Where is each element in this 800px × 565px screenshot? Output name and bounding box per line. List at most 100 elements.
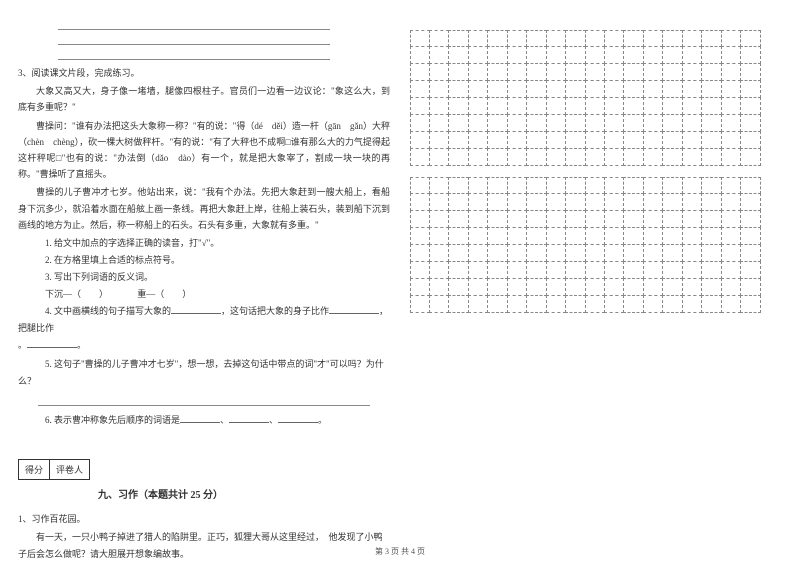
- grid-cell: [507, 193, 527, 211]
- grid-cell: [546, 97, 566, 115]
- grid-cell: [662, 30, 682, 48]
- grid-cell: [448, 193, 468, 211]
- grid-cell: [546, 278, 566, 296]
- grid-cell: [448, 177, 468, 195]
- grid-cell: [448, 261, 468, 279]
- grid-cell: [701, 80, 721, 98]
- grid-cell: [604, 30, 624, 48]
- grid-cell: [662, 193, 682, 211]
- grid-cell: [604, 261, 624, 279]
- grid-cell: [448, 80, 468, 98]
- blank-line: [58, 50, 330, 60]
- grid-cell: [546, 193, 566, 211]
- grid-cell: [662, 97, 682, 115]
- grid-cell: [662, 46, 682, 64]
- grid-cell: [448, 278, 468, 296]
- grid-cell: [701, 295, 721, 313]
- grid-cell: [565, 131, 585, 149]
- grid-cell: [662, 227, 682, 245]
- grid-cell: [468, 227, 488, 245]
- grid-cell: [565, 210, 585, 228]
- grid-cell: [565, 30, 585, 48]
- sub6-c: 、: [269, 415, 278, 425]
- blank-field: [27, 338, 77, 348]
- sub-q5: 5. 这句子"曹操的儿子曹冲才七岁"，想一想，去掉这句话中带点的词"才"可以吗？…: [18, 356, 390, 390]
- grid-cell: [468, 30, 488, 48]
- grid-cell: [643, 278, 663, 296]
- sub4-d: 。: [18, 340, 27, 350]
- grid-cell: [429, 97, 449, 115]
- grid-cell: [662, 80, 682, 98]
- antonym-b: 重—（ ）: [137, 289, 191, 299]
- grid-cell: [604, 210, 624, 228]
- grid-cell: [448, 210, 468, 228]
- grid-cell: [701, 114, 721, 132]
- grid-cell: [526, 177, 546, 195]
- grid-cell: [410, 30, 430, 48]
- grid-cell: [507, 30, 527, 48]
- grid-cell: [662, 148, 682, 166]
- grid-cell: [604, 177, 624, 195]
- grid-cell: [585, 193, 605, 211]
- grid-cell: [682, 278, 702, 296]
- grid-cell: [546, 114, 566, 132]
- grid-cell: [546, 210, 566, 228]
- sub4-b: ，这句话把大象的身子比作: [221, 306, 329, 316]
- grid-cell: [623, 46, 643, 64]
- sub-q2: 2. 在方格里填上合适的标点符号。: [18, 252, 390, 269]
- grid-cell: [701, 30, 721, 48]
- grid-cell: [682, 227, 702, 245]
- grid-cell: [410, 210, 430, 228]
- grid-cell: [662, 244, 682, 262]
- grid-cell: [526, 295, 546, 313]
- grid-cell: [740, 46, 760, 64]
- grid-cell: [701, 278, 721, 296]
- grid-cell: [701, 227, 721, 245]
- grid-cell: [585, 261, 605, 279]
- grid-cell: [546, 244, 566, 262]
- grid-cell: [487, 210, 507, 228]
- grid-cell: [546, 46, 566, 64]
- grid-cell: [604, 148, 624, 166]
- grid-cell: [546, 80, 566, 98]
- grid-cell: [662, 177, 682, 195]
- grid-cell: [448, 97, 468, 115]
- grid-cell: [682, 114, 702, 132]
- grid-cell: [585, 97, 605, 115]
- grid-cell: [682, 177, 702, 195]
- grid-cell: [565, 278, 585, 296]
- grid-cell: [429, 80, 449, 98]
- grid-cell: [682, 131, 702, 149]
- grid-cell: [701, 177, 721, 195]
- grid-cell: [682, 261, 702, 279]
- grid-cell: [526, 80, 546, 98]
- grid-cell: [526, 97, 546, 115]
- grid-cell: [546, 177, 566, 195]
- grid-cell: [487, 295, 507, 313]
- grid-cell: [429, 193, 449, 211]
- grid-cell: [507, 244, 527, 262]
- grid-cell: [448, 114, 468, 132]
- blank-field: [180, 413, 220, 423]
- grid-cell: [429, 210, 449, 228]
- grid-cell: [643, 261, 663, 279]
- grid-cell: [604, 244, 624, 262]
- grid-cell: [429, 148, 449, 166]
- blank-field: [278, 413, 318, 423]
- passage-p1: 大象又高又大，身子像一堵墙，腿像四根柱子。官员们一边看一边议论："象这么大，到底…: [18, 83, 390, 115]
- grid-cell: [604, 131, 624, 149]
- grid-cell: [623, 278, 643, 296]
- grid-cell: [701, 46, 721, 64]
- blank-line: [58, 20, 330, 30]
- grid-cell: [701, 131, 721, 149]
- grid-cell: [721, 131, 741, 149]
- grid-cell: [740, 227, 760, 245]
- grid-cell: [604, 227, 624, 245]
- grid-cell: [740, 210, 760, 228]
- grid-cell: [740, 63, 760, 81]
- grid-cell: [604, 114, 624, 132]
- grid-cell: [507, 114, 527, 132]
- grid-cell: [565, 97, 585, 115]
- grid-cell: [721, 261, 741, 279]
- grid-cell: [643, 148, 663, 166]
